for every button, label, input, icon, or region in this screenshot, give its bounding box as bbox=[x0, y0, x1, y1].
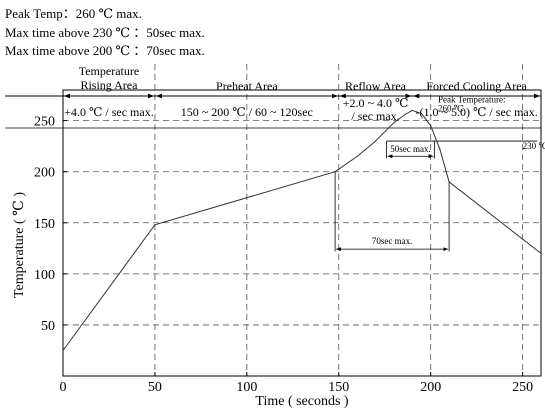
x-axis-label: Time ( seconds ) bbox=[255, 394, 349, 409]
x-tick-label-150: 150 bbox=[328, 380, 349, 395]
area-rate-3: -(1.0 ~ 5.0) ℃ / sec max. bbox=[416, 105, 538, 119]
area-title-3: Forced Cooling Area bbox=[426, 79, 527, 93]
max-time-230-line: Max time above 230 ℃ ：50sec max. bbox=[5, 25, 205, 40]
y-tick-label-50: 50 bbox=[41, 319, 55, 334]
area-rate-2: / sec max. bbox=[351, 109, 399, 123]
profile-point bbox=[356, 155, 358, 157]
profile-point bbox=[540, 252, 542, 255]
y-tick-label-150: 150 bbox=[34, 217, 55, 232]
profile-line bbox=[62, 109, 542, 351]
span-50sec-label: 50sec max. bbox=[390, 144, 431, 154]
profile-point bbox=[448, 181, 450, 183]
profile-point bbox=[154, 224, 156, 226]
x-tick-label-250: 250 bbox=[512, 380, 533, 395]
profile-point bbox=[393, 122, 395, 124]
y-tick-label-200: 200 bbox=[34, 166, 55, 181]
profile-point bbox=[430, 125, 432, 127]
peak-temperature-label: Peak Temperature: bbox=[438, 94, 505, 104]
profile-point bbox=[411, 109, 413, 112]
x-tick-label-100: 100 bbox=[236, 380, 257, 395]
peak-temperature-value: 260 ℃ bbox=[438, 103, 464, 113]
area-rate-0: +4.0 ℃ / sec max. bbox=[64, 105, 154, 119]
x-tick-label-200: 200 bbox=[420, 380, 441, 395]
plot-frame bbox=[62, 89, 542, 377]
y-tick-label-100: 100 bbox=[34, 268, 55, 283]
profile-point bbox=[420, 112, 423, 115]
x-tick-label-0: 0 bbox=[60, 380, 67, 395]
area-title-2: Reflow Area bbox=[345, 79, 407, 93]
profile-point bbox=[334, 171, 336, 173]
profile-point bbox=[62, 349, 64, 352]
max-time-200-line: Max time above 200 ℃ ：70sec max. bbox=[5, 43, 205, 58]
area-rate-1: 150 ~ 200 ℃ / 60 ~ 120sec bbox=[181, 105, 313, 119]
profile-point bbox=[404, 113, 406, 116]
y-tick-label-250: 250 bbox=[34, 115, 55, 130]
profile-point bbox=[439, 148, 441, 150]
area-rate-2: +2.0 ~ 4.0 ℃ bbox=[343, 96, 409, 110]
peak-temp-line: Peak Temp：260 ℃ max. bbox=[5, 6, 142, 21]
y-axis-label: Temperature ( ℃ ) bbox=[12, 192, 27, 298]
area-title-1: Preheat Area bbox=[216, 79, 278, 93]
area-title-0: Temperature bbox=[79, 64, 139, 78]
area-title-0: Rising Area bbox=[80, 78, 138, 92]
x-tick-label-50: 50 bbox=[148, 380, 162, 395]
span-70sec-label: 70sec max. bbox=[372, 236, 413, 246]
ref-230-label: 230 ℃ bbox=[523, 141, 545, 151]
profile-point bbox=[374, 140, 377, 142]
